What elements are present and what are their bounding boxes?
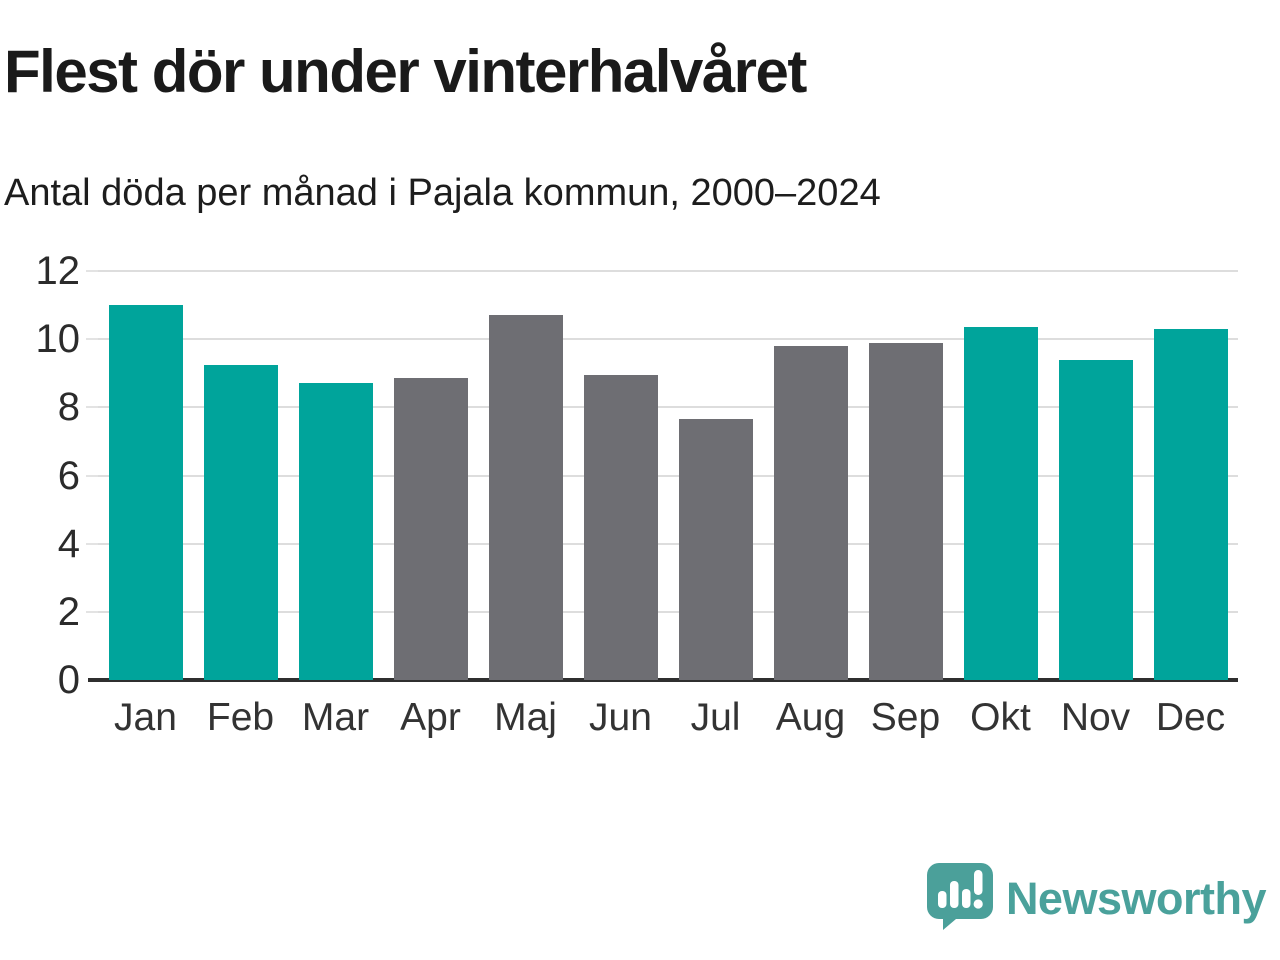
bar-dec: [1153, 328, 1228, 680]
gridline-y-4: [98, 542, 1238, 545]
gridline-y-2: [98, 610, 1238, 613]
y-tick-mark: [86, 610, 98, 613]
chart-subtitle: Antal döda per månad i Pajala kommun, 20…: [4, 172, 881, 214]
x-axis-label-apr: Apr: [400, 696, 461, 739]
x-axis-label-jan: Jan: [114, 696, 177, 739]
bar-maj: [488, 315, 563, 680]
bar-chart-plot-area: 0 2 4 6 8 10 12 Jan Feb Mar Apr Maj Jun Jul Aug Sep Okt N…: [36, 251, 1238, 737]
y-axis-tick-label: 4: [57, 521, 80, 566]
y-axis-tick-label: 10: [35, 317, 81, 362]
x-axis-label-sep: Sep: [870, 696, 941, 739]
bar-sep: [868, 342, 943, 680]
brand-footer: Newsworthy: [926, 862, 1267, 935]
x-axis-label-jul: Jul: [690, 696, 741, 739]
bar-feb: [203, 364, 278, 680]
x-axis-label-dec: Dec: [1155, 696, 1226, 739]
gridline-y-12: [98, 270, 1238, 272]
bar-jul: [678, 419, 753, 680]
y-axis-tick-label: 12: [35, 249, 81, 293]
y-axis-tick-label: 0: [57, 658, 80, 702]
x-axis-label-maj: Maj: [494, 696, 557, 739]
x-axis-label-mar: Mar: [301, 696, 370, 739]
bar-jun: [583, 374, 658, 680]
y-axis-tick-label: 2: [57, 589, 80, 634]
newsworthy-logo-icon: [926, 862, 994, 935]
x-axis-baseline: [88, 678, 1238, 682]
y-tick-mark: [86, 338, 98, 341]
bar-apr: [393, 378, 468, 680]
y-tick-mark: [86, 474, 98, 477]
x-axis-label-nov: Nov: [1060, 696, 1131, 739]
bar-jan: [108, 305, 183, 680]
gridline-y-8: [98, 406, 1238, 409]
bar-okt: [963, 327, 1038, 680]
x-axis-label-jun: Jun: [589, 696, 652, 739]
x-axis-label-okt: Okt: [970, 696, 1031, 739]
y-tick-mark: [86, 542, 98, 545]
page-title: Flest dör under vinterhalvåret: [4, 38, 807, 105]
y-tick-mark: [86, 406, 98, 409]
x-axis-label-feb: Feb: [206, 696, 275, 739]
x-axis-label-aug: Aug: [775, 696, 846, 739]
gridline-y-10: [98, 338, 1238, 341]
bar-aug: [773, 345, 848, 680]
y-axis-tick-label: 6: [57, 453, 80, 498]
bar-mar: [298, 383, 373, 680]
bar-nov: [1058, 359, 1133, 680]
y-tick-mark: [86, 270, 98, 272]
y-axis-tick-label: 8: [57, 385, 80, 430]
gridline-y-6: [98, 474, 1238, 477]
brand-name: Newsworthy: [1005, 872, 1267, 924]
